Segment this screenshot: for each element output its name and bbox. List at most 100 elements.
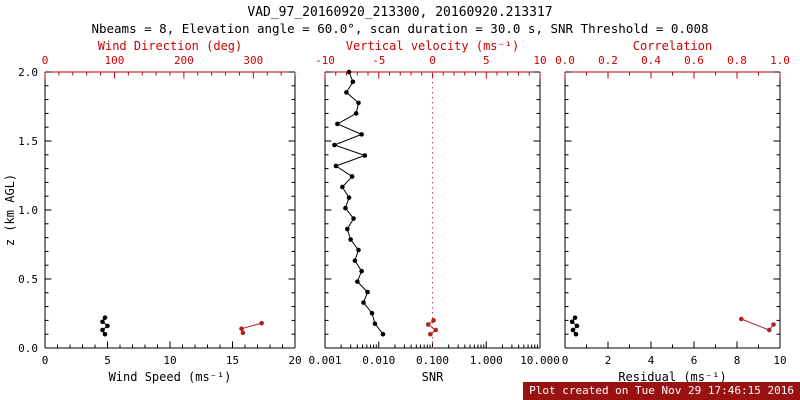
data-point	[433, 327, 439, 333]
series-vertical-velocity	[425, 318, 439, 337]
data-point	[359, 268, 364, 274]
axis-text: 0	[42, 354, 49, 367]
data-point	[259, 320, 264, 326]
data-point	[574, 323, 580, 329]
axis-text: 10.000	[520, 354, 560, 367]
axis-text: 0.8	[727, 54, 747, 67]
data-point	[570, 327, 576, 333]
axis-text: 8	[734, 354, 741, 367]
axis-text: Vertical velocity (ms⁻¹)	[346, 39, 519, 53]
series-wind-direction	[239, 320, 264, 336]
axis-text: 0.001	[308, 354, 341, 367]
axis-text: 0.6	[684, 54, 704, 67]
axis-text: 0	[562, 354, 569, 367]
data-point	[335, 121, 340, 127]
data-point	[359, 132, 364, 137]
data-point	[369, 310, 375, 316]
data-point	[356, 247, 361, 253]
axis-text: 1.0	[770, 54, 790, 67]
axis-text: 5	[483, 54, 490, 67]
axis-text: 2	[605, 354, 612, 367]
data-point	[361, 300, 366, 305]
plot-created-label: Plot created on Tue Nov 29 17:46:15 2016	[523, 382, 800, 400]
axis-text: Correlation	[633, 39, 712, 53]
axis-text: Wind Direction (deg)	[98, 39, 243, 53]
axis-text: 100	[105, 54, 125, 67]
axis-text: Residual (ms⁻¹)	[618, 370, 726, 384]
data-point	[350, 79, 356, 85]
plot-subtitle: Nbeams = 8, Elevation angle = 60.0°, sca…	[91, 21, 709, 36]
data-point	[346, 195, 352, 200]
series-residual	[569, 315, 580, 337]
data-point	[332, 142, 337, 148]
axis-text: 0.2	[598, 54, 618, 67]
axis-text: 200	[174, 54, 194, 67]
axis-text: SNR	[422, 370, 444, 384]
axis-text: 2.0	[18, 66, 38, 79]
axis-text: -10	[315, 54, 335, 67]
axis-text: 0.100	[416, 354, 449, 367]
axis-text: 0	[429, 54, 436, 67]
axis-text: 15	[226, 354, 239, 367]
data-point	[346, 69, 352, 75]
data-point	[365, 289, 370, 295]
axis-text: 0.5	[18, 273, 38, 286]
axis-text: 0	[42, 54, 49, 67]
data-point	[739, 316, 744, 322]
data-point	[431, 318, 436, 323]
axis-text: 1.0	[18, 204, 38, 217]
data-point	[353, 111, 359, 116]
axis-text: 300	[243, 54, 263, 67]
data-point	[340, 184, 345, 190]
data-point	[105, 323, 110, 329]
data-point	[372, 321, 378, 327]
data-point	[428, 331, 433, 337]
series-correlation	[739, 316, 776, 333]
data-point	[102, 315, 108, 320]
data-point	[349, 174, 355, 179]
data-point	[352, 258, 358, 263]
axis-text: 4	[648, 354, 655, 367]
data-point	[766, 327, 772, 333]
axis-text: 6	[691, 354, 698, 367]
axis-text: 0.0	[18, 342, 38, 355]
series-wind-speed	[100, 315, 110, 337]
series-line	[333, 71, 384, 335]
data-point	[771, 322, 776, 327]
panel-wind: 0 5 10 15 20 Wind Speed (ms⁻¹) 0 100 200 300Wind …	[3, 39, 302, 384]
series-line	[427, 320, 437, 335]
axis-text: Wind Speed (ms⁻¹)	[109, 370, 232, 384]
data-point	[356, 100, 361, 106]
axis-text: 1.5	[18, 135, 38, 148]
data-point	[355, 279, 360, 284]
data-point	[572, 315, 578, 320]
axis-text: 10	[773, 354, 786, 367]
data-point	[100, 319, 105, 325]
axis-text: z (km AGL)	[3, 174, 17, 246]
data-point	[351, 216, 356, 221]
data-point	[102, 331, 108, 337]
axis-text: 5	[104, 354, 111, 367]
axis-text: 20	[288, 354, 301, 367]
data-point	[344, 90, 349, 95]
plot-title: VAD_97_20160920_213300, 20160920.213317	[247, 5, 553, 20]
data-point	[345, 226, 350, 232]
axis-text: 1.000	[470, 354, 503, 367]
data-point	[573, 331, 579, 337]
panel-snr: 0.001 0.010 0.100 1.000 10.000 SNR -10 -5 0 5 10 Ve…	[308, 39, 559, 384]
axis-text: -5	[372, 54, 385, 67]
axis-text: 10	[533, 54, 546, 67]
data-point	[100, 327, 105, 333]
panel-residual: 0 2 4 6 8 10 Residual (ms⁻¹) 0.0 0.2 0.4 0.6 0.8 1.0…	[555, 39, 790, 384]
data-point	[333, 163, 339, 169]
data-point	[348, 237, 353, 242]
axis-text: 0.4	[641, 54, 661, 67]
data-point	[425, 322, 431, 327]
data-point	[343, 205, 348, 211]
axis-text: 0.010	[362, 354, 395, 367]
data-point	[239, 326, 244, 331]
data-point	[569, 319, 575, 325]
axis-text: 0.0	[555, 54, 575, 67]
